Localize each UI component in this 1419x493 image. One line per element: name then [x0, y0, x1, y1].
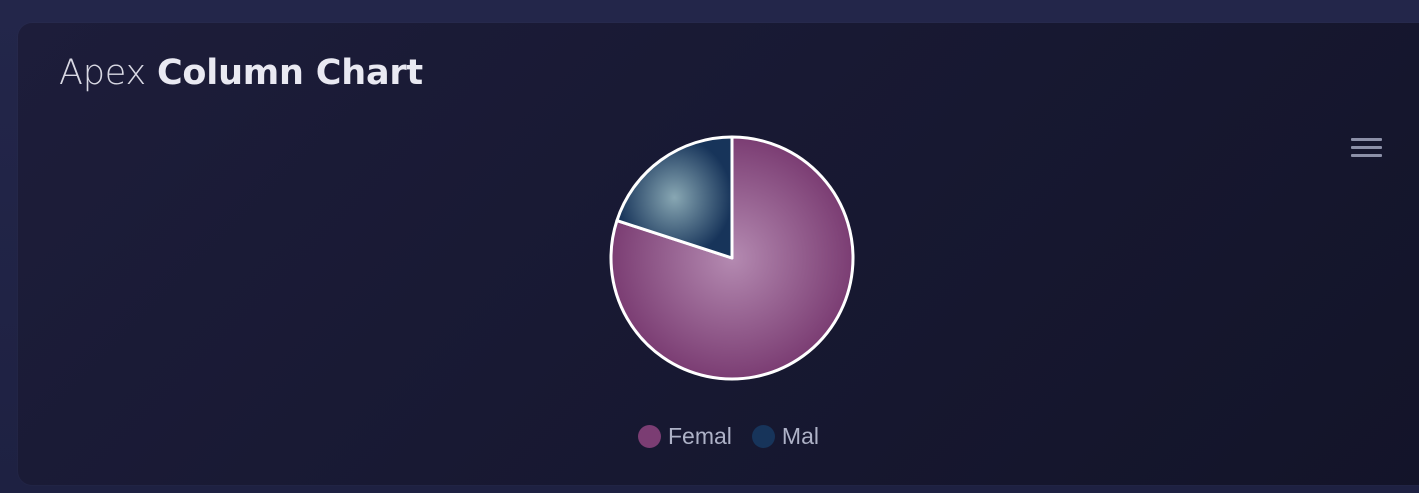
- legend-label-femal: Femal: [668, 422, 732, 449]
- chart-menu-button[interactable]: [1346, 134, 1386, 162]
- hamburger-menu-icon: [1350, 138, 1382, 158]
- card-title-bold: Column Chart: [156, 53, 423, 93]
- legend-label-mal: Mal: [781, 422, 819, 449]
- pie-chart: [609, 135, 855, 381]
- pie-slice-mal[interactable]: [615, 135, 734, 260]
- legend-item-mal[interactable]: Mal: [751, 422, 819, 450]
- card-title-light: Apex: [59, 53, 146, 93]
- legend-marker-femal: [638, 424, 661, 448]
- legend-item-femal[interactable]: Femal: [638, 423, 732, 450]
- legend-marker-mal: [751, 424, 775, 448]
- chart-legend: Femal Mal: [638, 422, 819, 450]
- card-title: Apex Column Chart: [59, 53, 423, 93]
- chart-card: Apex Column Chart Femal Mal: [18, 23, 1419, 485]
